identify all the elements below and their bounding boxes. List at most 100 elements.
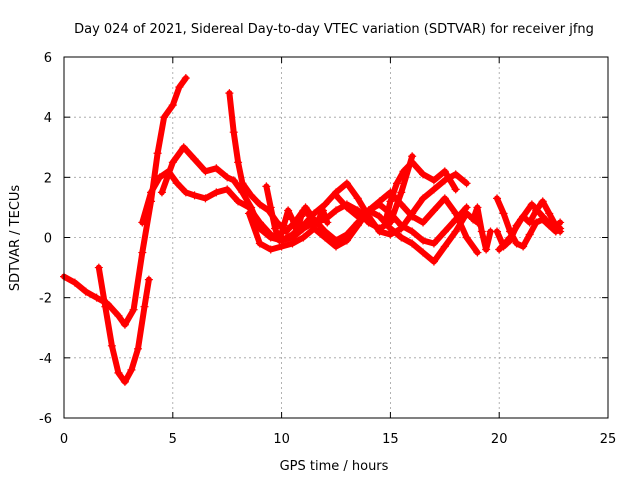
data-point-marker bbox=[271, 224, 280, 233]
data-point-marker bbox=[462, 233, 471, 242]
data-point-marker bbox=[92, 293, 101, 302]
data-point-marker bbox=[429, 239, 438, 248]
data-point-marker bbox=[499, 209, 508, 218]
data-point-marker bbox=[397, 221, 406, 230]
data-point-marker bbox=[153, 149, 162, 158]
data-point-marker bbox=[342, 236, 351, 245]
data-point-marker bbox=[129, 305, 138, 314]
data-point-marker bbox=[114, 311, 123, 320]
data-point-marker bbox=[301, 203, 310, 212]
data-point-marker bbox=[305, 209, 314, 218]
data-point-marker bbox=[375, 212, 384, 221]
data-point-marker bbox=[549, 224, 558, 233]
data-point-marker bbox=[179, 143, 188, 152]
data-point-marker bbox=[323, 218, 332, 227]
x-tick-label: 25 bbox=[600, 432, 617, 447]
y-axis-label: SDTVAR / TECUs bbox=[8, 185, 23, 292]
data-point-marker bbox=[238, 188, 247, 197]
data-point-marker bbox=[353, 221, 362, 230]
data-point-marker bbox=[101, 302, 110, 311]
data-point-marker bbox=[238, 179, 247, 188]
data-point-marker bbox=[266, 245, 275, 254]
data-point-marker bbox=[288, 239, 297, 248]
data-point-marker bbox=[275, 236, 284, 245]
data-point-marker bbox=[190, 191, 199, 200]
data-point-marker bbox=[353, 194, 362, 203]
data-point-marker bbox=[375, 197, 384, 206]
y-tick-label: -6 bbox=[39, 412, 52, 427]
data-point-marker bbox=[234, 158, 243, 167]
data-point-marker bbox=[556, 218, 565, 227]
data-point-marker bbox=[440, 227, 449, 236]
data-point-marker bbox=[277, 242, 286, 251]
y-tick-label: -4 bbox=[39, 352, 52, 367]
data-point-marker bbox=[168, 101, 177, 110]
data-point-marker bbox=[114, 368, 123, 377]
x-tick-label: 20 bbox=[491, 432, 508, 447]
data-point-marker bbox=[181, 188, 190, 197]
data-point-marker bbox=[107, 341, 116, 350]
data-point-marker bbox=[506, 233, 515, 242]
data-point-marker bbox=[138, 218, 147, 227]
data-point-marker bbox=[429, 257, 438, 266]
data-point-marker bbox=[223, 173, 232, 182]
data-point-marker bbox=[375, 227, 384, 236]
x-tick-label: 5 bbox=[169, 432, 177, 447]
data-point-marker bbox=[284, 206, 293, 215]
data-point-marker bbox=[525, 218, 534, 227]
series-line-H bbox=[333, 189, 481, 256]
data-point-marker bbox=[223, 185, 232, 194]
data-point-marker bbox=[408, 212, 417, 221]
data-point-marker bbox=[419, 236, 428, 245]
tick-layer: 0 5 10 15 20 25 -6 -4 -2 0 2 4 6 bbox=[39, 51, 616, 447]
data-point-marker bbox=[419, 194, 428, 203]
data-point-marker bbox=[120, 320, 129, 329]
data-point-marker bbox=[408, 158, 417, 167]
data-point-marker bbox=[255, 200, 264, 209]
data-point-marker bbox=[419, 170, 428, 179]
data-point-marker bbox=[493, 194, 502, 203]
data-point-marker bbox=[538, 212, 547, 221]
data-point-marker bbox=[419, 218, 428, 227]
y-tick-label: -2 bbox=[39, 292, 52, 307]
data-point-marker bbox=[462, 179, 471, 188]
data-point-marker bbox=[297, 212, 306, 221]
data-point-marker bbox=[440, 242, 449, 251]
data-point-marker bbox=[229, 176, 238, 185]
data-point-marker bbox=[173, 179, 182, 188]
data-point-marker bbox=[364, 206, 373, 215]
data-point-marker bbox=[138, 248, 147, 257]
data-point-marker bbox=[342, 203, 351, 212]
data-point-marker bbox=[473, 203, 482, 212]
data-point-marker bbox=[556, 227, 565, 236]
data-point-marker bbox=[512, 239, 521, 248]
data-point-marker bbox=[144, 275, 153, 284]
data-point-marker bbox=[234, 197, 243, 206]
data-point-marker bbox=[279, 221, 288, 230]
data-point-marker bbox=[525, 230, 534, 239]
y-tick-label: 6 bbox=[44, 51, 52, 66]
data-point-marker bbox=[201, 194, 210, 203]
data-layer bbox=[60, 74, 565, 386]
data-point-marker bbox=[247, 203, 256, 212]
data-point-marker bbox=[440, 167, 449, 176]
y-tick-label: 4 bbox=[44, 111, 52, 126]
y-tick-label: 0 bbox=[44, 232, 52, 247]
data-point-marker bbox=[527, 200, 536, 209]
data-point-marker bbox=[408, 227, 417, 236]
series-line-A bbox=[61, 75, 189, 328]
data-point-marker bbox=[482, 245, 491, 254]
series-line-E bbox=[226, 90, 470, 247]
data-point-marker bbox=[147, 188, 156, 197]
data-point-marker bbox=[160, 113, 169, 122]
data-point-marker bbox=[332, 206, 340, 215]
data-point-marker bbox=[140, 302, 149, 311]
data-point-marker bbox=[440, 194, 449, 203]
data-point-marker bbox=[397, 200, 406, 209]
data-point-marker bbox=[473, 248, 482, 257]
data-point-marker bbox=[81, 287, 90, 296]
data-point-marker bbox=[538, 197, 547, 206]
data-point-marker bbox=[451, 227, 460, 236]
chart-title: Day 024 of 2021, Sidereal Day-to-day VTE… bbox=[74, 22, 594, 37]
